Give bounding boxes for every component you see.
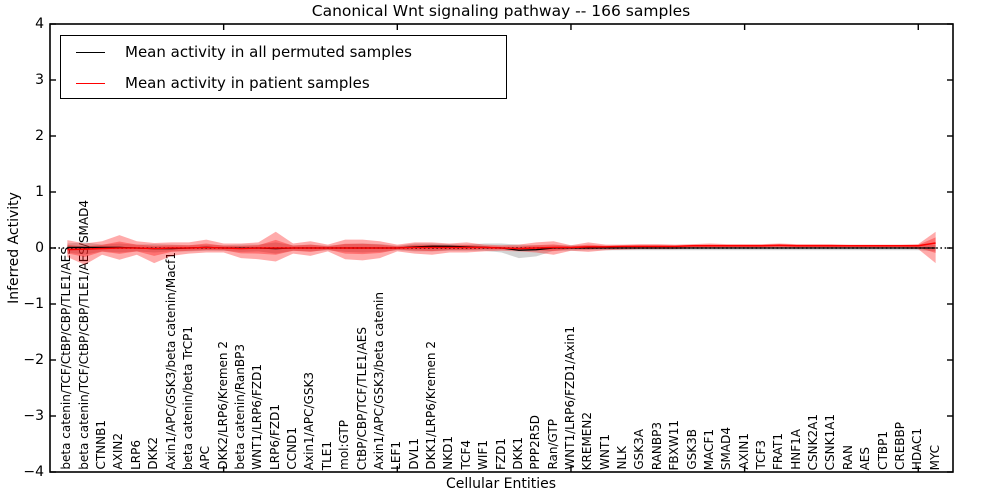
x-category-label: DKK2/LRP6/Kremen 2 bbox=[215, 341, 230, 470]
x-category-label: DVL1 bbox=[406, 438, 421, 470]
x-category-label: APC bbox=[198, 446, 213, 470]
y-tick-label: −3 bbox=[23, 408, 44, 424]
x-category-label: MACF1 bbox=[701, 428, 716, 470]
x-category-label: KREMEN2 bbox=[580, 411, 595, 470]
black-line-swatch bbox=[76, 51, 105, 53]
x-category-label: DKK1 bbox=[510, 437, 525, 470]
y-tick-label: 3 bbox=[35, 72, 44, 88]
legend-box: Mean activity in all permuted samples Me… bbox=[60, 35, 507, 99]
y-tick-label: −2 bbox=[23, 352, 44, 368]
y-tick-label: 1 bbox=[35, 184, 44, 200]
x-category-label: WNT1/LRP6/FZD1 bbox=[250, 364, 265, 470]
x-category-label: WNT1 bbox=[597, 434, 612, 470]
x-category-label: beta catenin/beta TrCP1 bbox=[180, 325, 195, 470]
x-category-label: LEF1 bbox=[389, 441, 404, 470]
x-category-label: FBXW11 bbox=[667, 419, 682, 471]
x-category-label: DKK1/LRP6/Kremen 2 bbox=[424, 341, 439, 470]
x-category-label: MYC bbox=[927, 444, 942, 470]
x-category-label: CTNNB1 bbox=[94, 420, 109, 470]
x-category-label: beta catenin/RanBP3 bbox=[233, 344, 248, 470]
x-category-label: CREBBP bbox=[892, 422, 907, 470]
x-category-label: AXIN2 bbox=[111, 433, 126, 470]
x-category-label: GSK3A bbox=[632, 429, 647, 470]
x-category-label: GSK3B bbox=[684, 429, 699, 470]
chart-title: Canonical Wnt signaling pathway -- 166 s… bbox=[311, 2, 691, 20]
x-category-label: CSNK1A1 bbox=[823, 413, 838, 470]
y-tick-label: 0 bbox=[35, 240, 44, 256]
legend-entry-label: Mean activity in patient samples bbox=[125, 74, 370, 92]
legend-entry-patient: Mean activity in patient samples bbox=[61, 68, 506, 98]
x-category-label: NKD1 bbox=[441, 436, 456, 470]
x-axis-label: Cellular Entities bbox=[445, 476, 557, 492]
x-category-label: SMAD4 bbox=[719, 426, 734, 470]
x-category-label: Ran/GTP bbox=[545, 419, 560, 470]
x-category-label: TLE1 bbox=[319, 440, 334, 470]
x-category-label: FZD1 bbox=[493, 438, 508, 470]
x-category-label: RAN bbox=[840, 444, 855, 470]
x-category-label: LRP6/FZD1 bbox=[267, 404, 282, 470]
y-tick-label: −1 bbox=[23, 296, 44, 312]
x-category-label: Axin1/APC/GSK3/beta catenin bbox=[371, 292, 386, 470]
x-category-label: CTBP1 bbox=[875, 431, 890, 470]
x-category-label: PPP2R5D bbox=[528, 415, 543, 470]
x-category-label: LRP6 bbox=[128, 440, 143, 470]
y-tick-label: −4 bbox=[23, 464, 44, 480]
x-category-label: AES bbox=[858, 446, 873, 470]
x-category-label: CtBP/CBP/TCF/TLE1/AES bbox=[354, 326, 369, 470]
x-category-label: beta catenin/TCF/CtBP/CBP/TLE1/AES/SMAD4 bbox=[76, 200, 91, 470]
x-category-label: HNF1A bbox=[788, 429, 803, 470]
legend-entry-label: Mean activity in all permuted samples bbox=[125, 43, 412, 61]
x-category-label: mol:GTP bbox=[337, 420, 352, 470]
x-category-label: NLK bbox=[615, 446, 630, 470]
x-category-label: CSNK2A1 bbox=[806, 413, 821, 470]
x-category-label: AXIN1 bbox=[736, 433, 751, 470]
x-category-label: WNT1/LRP6/FZD1/Axin1 bbox=[562, 326, 577, 470]
x-category-label: DKK2 bbox=[146, 437, 161, 470]
y-tick-label: 2 bbox=[35, 128, 44, 144]
x-category-label: TCF3 bbox=[753, 440, 768, 470]
red-line-swatch bbox=[76, 82, 105, 84]
x-category-label: RANBP3 bbox=[649, 421, 664, 470]
y-tick-label: 4 bbox=[35, 16, 44, 32]
x-category-label: Axin1/APC/GSK3/beta catenin/Macf1 bbox=[163, 252, 178, 470]
x-category-label: FRAT1 bbox=[771, 433, 786, 470]
x-category-label: TCF4 bbox=[458, 440, 473, 470]
legend-entry-permuted: Mean activity in all permuted samples bbox=[61, 37, 506, 67]
x-category-label: beta catenin/TCF/CtBP/CBP/TLE1/AES bbox=[59, 247, 74, 470]
x-category-label: HDAC1 bbox=[910, 427, 925, 470]
x-category-label: CCND1 bbox=[285, 427, 300, 470]
x-category-label: Axin1/APC/GSK3 bbox=[302, 371, 317, 470]
x-category-label: WIF1 bbox=[476, 440, 491, 470]
